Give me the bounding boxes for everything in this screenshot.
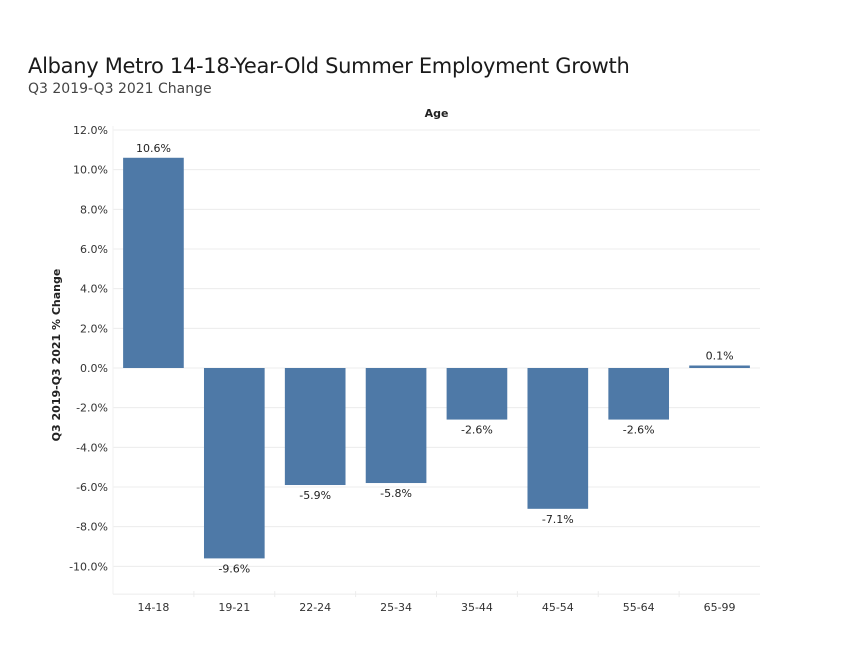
y-tick-label: -8.0% (76, 521, 108, 534)
x-tick-label: 35-44 (461, 601, 493, 614)
x-tick-label: 25-34 (380, 601, 412, 614)
y-tick-label: 2.0% (80, 322, 108, 335)
data-label: 0.1% (706, 350, 734, 363)
bar-55-64 (608, 368, 670, 420)
data-label: -5.9% (299, 489, 331, 502)
x-tick-label: 22-24 (299, 601, 331, 614)
x-axis-title: Age (425, 107, 449, 120)
y-tick-label: 12.0% (73, 124, 108, 137)
y-axis-ticks: 12.0% 10.0% 8.0% 6.0% 4.0% 2.0% 0.0% -2.0% -4.0%… (69, 124, 108, 573)
chart-title: Albany Metro 14-18-Year-Old Summer Emplo… (28, 54, 630, 78)
bar-45-54 (527, 368, 589, 509)
y-tick-label: -6.0% (76, 481, 108, 494)
x-tick-label: 19-21 (218, 601, 250, 614)
bar-35-44 (446, 368, 508, 420)
y-tick-label: 6.0% (80, 243, 108, 256)
y-tick-label: 0.0% (80, 362, 108, 375)
bar-14-18 (123, 157, 184, 368)
x-axis-ticks: 14-18 19-21 22-24 25-34 35-44 45-54 55-64 65-99 (137, 601, 735, 614)
bar-19-21 (203, 368, 265, 559)
x-tick-label: 14-18 (137, 601, 169, 614)
bar-25-34 (365, 368, 427, 484)
x-tick-label: 55-64 (623, 601, 655, 614)
data-label: -2.6% (623, 424, 655, 437)
data-labels: 10.6% -9.6% -5.9% -5.8% -2.6% -7.1% -2.6% 0.1% (136, 142, 734, 576)
y-tick-label: -2.0% (76, 402, 108, 415)
data-label: -2.6% (461, 424, 493, 437)
bar-65-99 (689, 365, 750, 368)
x-tick-label: 65-99 (704, 601, 736, 614)
data-label: -9.6% (218, 562, 250, 575)
bar-22-24 (284, 368, 346, 486)
x-tick-label: 45-54 (542, 601, 574, 614)
chart-subtitle: Q3 2019-Q3 2021 Change (28, 81, 212, 97)
y-tick-label: 4.0% (80, 283, 108, 296)
y-tick-label: 10.0% (73, 164, 108, 177)
y-axis-title: Q3 2019-Q3 2021 % Change (50, 269, 63, 442)
data-label: -5.8% (380, 487, 412, 500)
y-tick-label: 8.0% (80, 203, 108, 216)
y-tick-label: -10.0% (69, 560, 108, 573)
bars (123, 157, 750, 559)
y-tick-label: -4.0% (76, 441, 108, 454)
data-label: 10.6% (136, 142, 171, 155)
data-label: -7.1% (542, 513, 574, 526)
